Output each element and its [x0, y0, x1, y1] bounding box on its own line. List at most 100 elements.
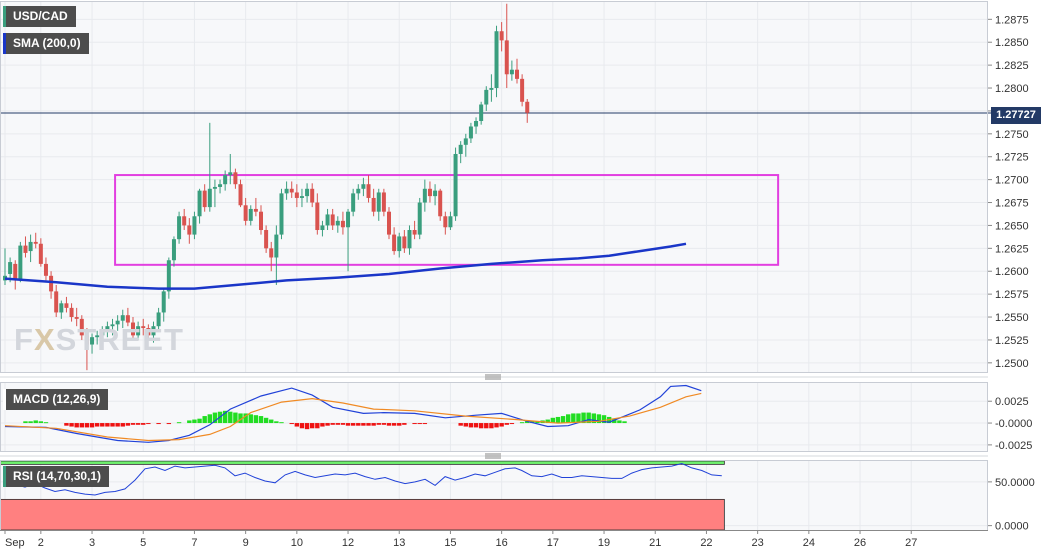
- macd-bar: [397, 423, 402, 426]
- candle-body: [28, 241, 33, 252]
- candle-body: [177, 216, 182, 240]
- macd-bar: [509, 423, 515, 425]
- x-tick-label: 15: [444, 537, 456, 549]
- candle-body: [23, 245, 28, 253]
- y-tick-label: 1.2725: [995, 152, 1029, 164]
- macd-bar: [417, 423, 422, 425]
- y-tick-label: 50.0000: [995, 477, 1035, 489]
- candle-body: [259, 211, 263, 231]
- y-tick-label: -0.0025: [995, 440, 1032, 452]
- candle-body: [105, 326, 110, 330]
- fxstreet-logo: FXSTREET: [14, 322, 184, 358]
- candle-body: [151, 326, 156, 336]
- sma-line: [4, 242, 687, 290]
- macd-bar: [176, 422, 182, 424]
- candle-body: [54, 291, 59, 313]
- macd-bar: [141, 423, 146, 425]
- macd-bar: [233, 412, 238, 424]
- candle-body: [187, 225, 192, 235]
- macd-bar: [350, 423, 356, 426]
- candle-body: [33, 241, 38, 244]
- macd-bar: [504, 423, 509, 425]
- macd-bar: [28, 421, 33, 424]
- macd-bar: [535, 421, 540, 424]
- y-tick-label: 1.2750: [995, 129, 1029, 141]
- macd-bar: [120, 423, 125, 427]
- candle-body: [371, 197, 376, 212]
- macd-bar: [274, 421, 279, 424]
- x-tick-label: 17: [547, 537, 559, 549]
- macd-bar: [135, 423, 141, 425]
- candle-body: [433, 190, 438, 197]
- x-tick-label: 9: [243, 537, 249, 549]
- macd-bar: [228, 411, 233, 424]
- candle-body: [479, 104, 484, 122]
- candle-body: [197, 190, 202, 217]
- candle-body: [402, 236, 407, 249]
- candle-body: [387, 211, 391, 235]
- candle-body: [310, 188, 315, 203]
- macd-label[interactable]: MACD (12,26,9): [3, 389, 109, 410]
- macd-bar: [340, 423, 346, 425]
- y-tick-label: 1.2875: [995, 14, 1029, 26]
- rsi-label[interactable]: RSI (14,70,30,1): [3, 466, 110, 487]
- candle-body: [171, 239, 176, 261]
- candle-body: [315, 202, 320, 231]
- candle-body: [74, 317, 79, 319]
- macd-bar: [555, 416, 561, 424]
- macd-bar: [330, 423, 335, 425]
- candle-body: [407, 230, 412, 249]
- panel-resize-handle[interactable]: [0, 374, 988, 380]
- candle-body: [346, 211, 351, 228]
- panel-frames: [0, 1, 988, 531]
- macd-bar: [484, 423, 489, 429]
- macd-bar: [115, 423, 120, 427]
- candle-body: [115, 320, 120, 325]
- macd-bar: [43, 422, 49, 424]
- macd-bar: [105, 423, 110, 427]
- candle-body: [13, 263, 18, 281]
- macd-bar: [89, 423, 95, 428]
- candle-body: [264, 230, 269, 249]
- price-panel: [0, 3, 991, 371]
- x-tick-label: 19: [598, 537, 610, 549]
- panel-resize-handles[interactable]: [0, 374, 988, 459]
- candle-body: [131, 322, 135, 336]
- macd-bar: [550, 417, 556, 424]
- candle-body: [351, 193, 356, 212]
- sma-label[interactable]: SMA (200,0): [3, 33, 89, 54]
- macd-bar: [125, 423, 131, 426]
- candle-body: [289, 188, 294, 193]
- candle-body: [218, 184, 223, 187]
- macd-bar: [371, 423, 376, 426]
- rsi-oversold-zone: [0, 498, 725, 531]
- candle-body: [392, 234, 397, 252]
- macd-bar: [335, 423, 340, 425]
- macd-bar: [156, 423, 161, 425]
- macd-bar: [612, 418, 617, 424]
- candle-body: [515, 69, 519, 79]
- candle-body: [146, 328, 151, 336]
- macd-bar: [499, 423, 504, 427]
- x-tick-label: 7: [191, 537, 197, 549]
- candle-body: [100, 329, 105, 336]
- candle-body: [18, 245, 23, 281]
- macd-bar: [279, 422, 284, 424]
- candle-body: [504, 40, 509, 75]
- candle-body: [325, 214, 330, 226]
- panel-resize-handle[interactable]: [0, 453, 988, 459]
- macd-bar: [617, 420, 622, 424]
- macd-bar: [253, 415, 259, 424]
- candles: [3, 3, 530, 371]
- candle-body: [468, 126, 473, 139]
- macd-bar: [207, 414, 212, 424]
- date-axis: Sep 2 3 5 7 9 10 12 13 15 16 17 19 21 22 23 24 26 27: [0, 530, 988, 549]
- candle-body: [356, 188, 361, 194]
- candle-body: [525, 101, 530, 113]
- candle-body: [110, 324, 115, 327]
- x-tick-label: 16: [496, 537, 508, 549]
- candle-body: [79, 318, 84, 336]
- rsi-overbought-zone: [0, 460, 725, 465]
- symbol-label[interactable]: USD/CAD: [3, 6, 76, 27]
- candle-body: [305, 188, 310, 197]
